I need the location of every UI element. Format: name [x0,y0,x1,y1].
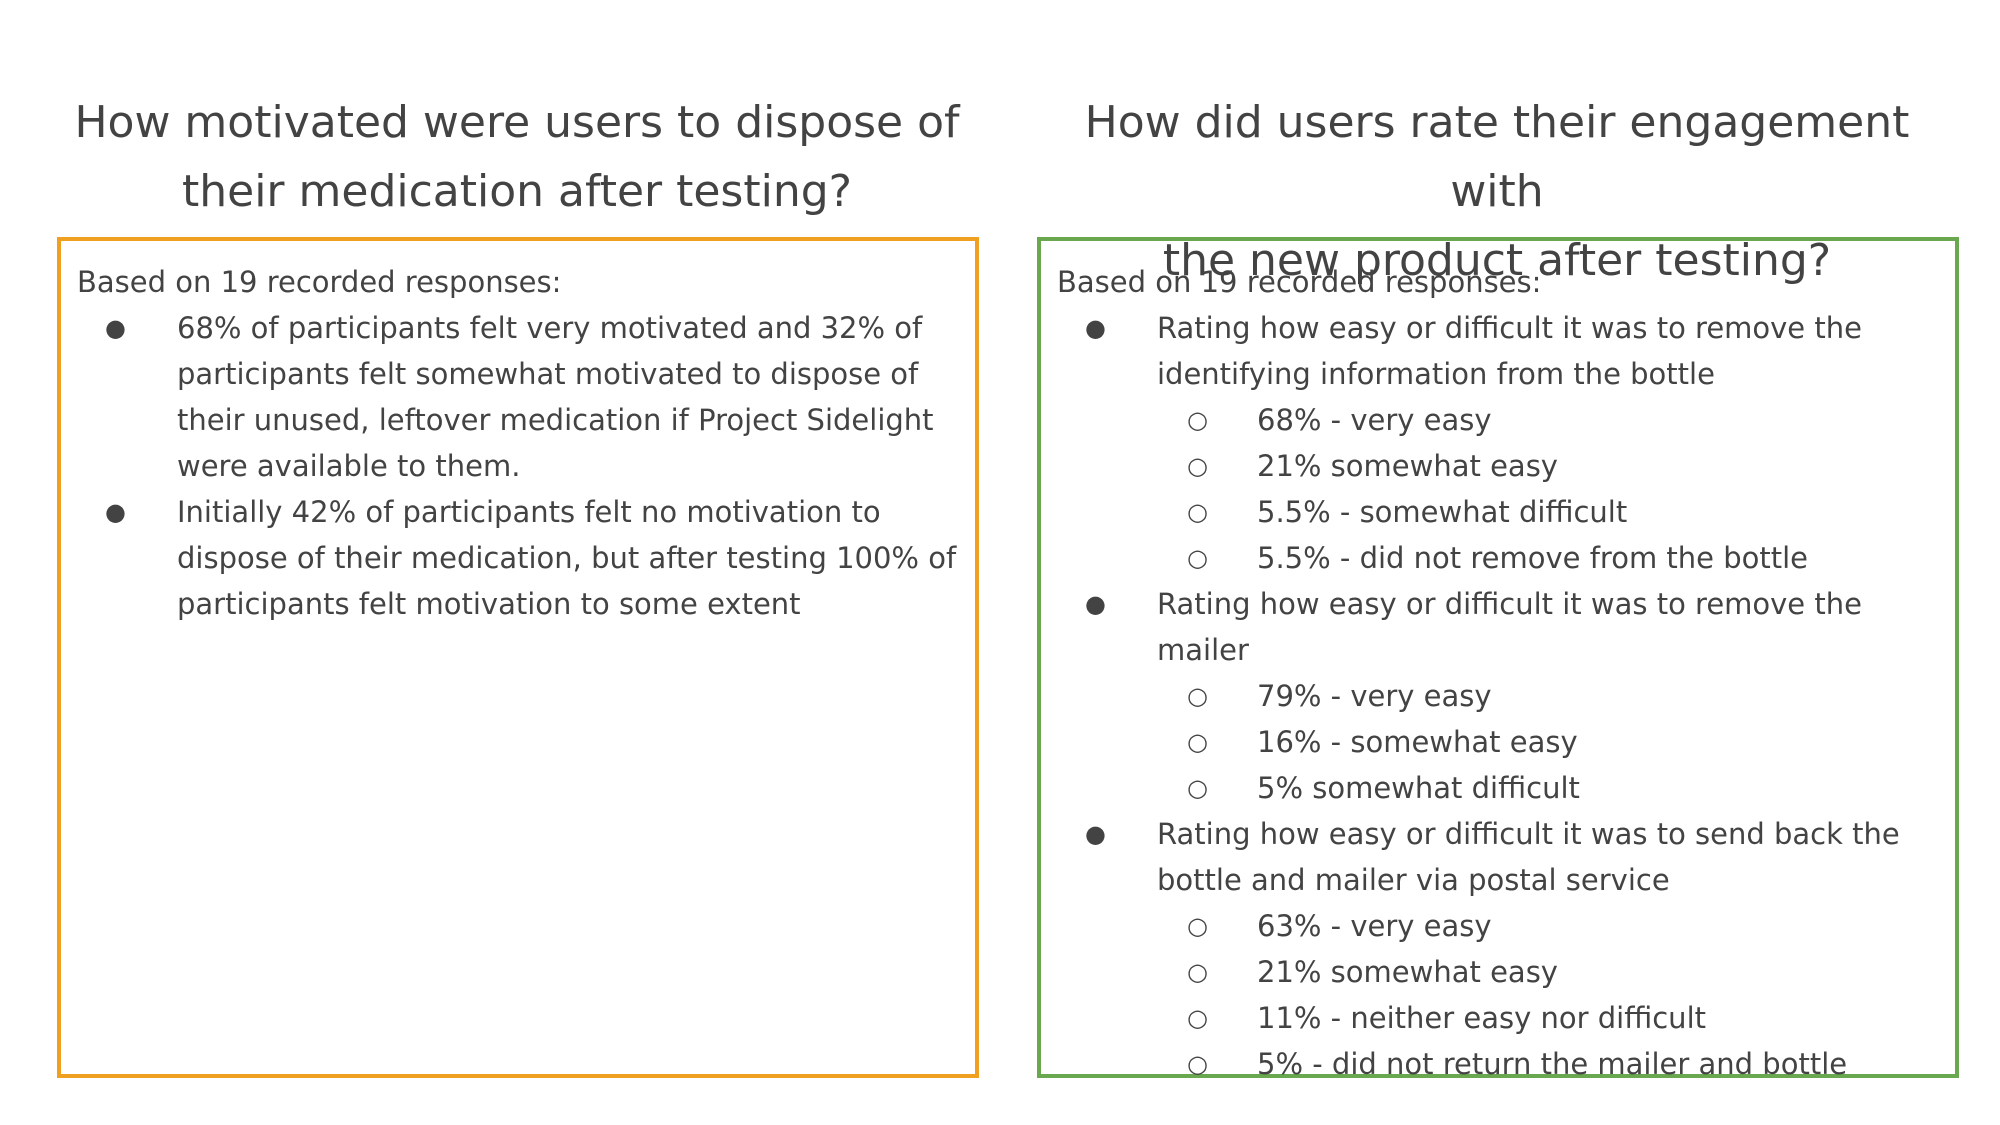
sub-list-item: ○ 21% somewhat easy [1157,949,1945,995]
right-bullet-list: ● Rating how easy or difficult it was to… [1057,305,1945,1087]
right-summary-box: Based on 19 recorded responses: ● Rating… [1037,237,1959,1081]
sub-list-item: ○ 5% - did not return the mailer and bott… [1157,1041,1945,1087]
circle-bullet-icon: ○ [1187,452,1208,480]
left-summary-content: Based on 19 recorded responses: ● 68% of… [77,259,965,627]
sub-list-item-text: 16% - somewhat easy [1257,725,1578,759]
sub-list-item-text: 5% somewhat difficult [1257,771,1580,805]
bullet-icon: ● [1085,820,1106,848]
sub-list-item-text: 5% - did not return the mailer and bottl… [1257,1047,1848,1081]
list-item: ● 68% of participants felt very motivate… [77,305,965,489]
circle-bullet-icon: ○ [1187,544,1208,572]
list-item-text: Initially 42% of participants felt no mo… [177,495,957,621]
circle-bullet-icon: ○ [1187,406,1208,434]
right-intro-text: Based on 19 recorded responses: [1057,265,1542,299]
sub-list-item-text: 11% - neither easy nor difficult [1257,1001,1706,1035]
sub-list-item-text: 5.5% - did not remove from the bottle [1257,541,1809,575]
sub-list-item: ○ 21% somewhat easy [1157,443,1945,489]
sub-list-item-text: 21% somewhat easy [1257,955,1558,989]
sub-list-item: ○ 63% - very easy [1157,903,1945,949]
list-item: ● Rating how easy or difficult it was to… [1057,581,1945,811]
sub-list: ○ 68% - very easy ○ 21% somewhat easy ○ 5.5… [1157,397,1945,581]
sub-list-item-text: 68% - very easy [1257,403,1492,437]
right-heading: How did users rate their engagement with… [1037,88,1957,295]
list-item: ● Rating how easy or difficult it was to… [1057,811,1945,1087]
bullet-icon: ● [1085,590,1106,618]
sub-list-item: ○ 5% somewhat difficult [1157,765,1945,811]
right-heading-line2: the new product after testing? [1162,235,1832,286]
circle-bullet-icon: ○ [1187,498,1208,526]
sub-list: ○ 63% - very easy ○ 21% somewhat easy ○ 11%… [1157,903,1945,1087]
left-intro-text: Based on 19 recorded responses: [77,265,562,299]
list-item-text: 68% of participants felt very motivated … [177,311,934,483]
left-heading-line1: How motivated were users to dispose of [74,97,960,148]
list-item-text: Rating how easy or difficult it was to s… [1157,817,1900,897]
left-heading-line2: their medication after testing? [182,166,852,217]
list-item-text: Rating how easy or difficult it was to r… [1157,587,1862,667]
sub-list: ○ 79% - very easy ○ 16% - somewhat easy ○ 5… [1157,673,1945,811]
bullet-icon: ● [105,498,126,526]
bullet-icon: ● [1085,314,1106,342]
circle-bullet-icon: ○ [1187,682,1208,710]
circle-bullet-icon: ○ [1187,1004,1208,1032]
sub-list-item-text: 79% - very easy [1257,679,1492,713]
sub-list-item-text: 5.5% - somewhat difficult [1257,495,1628,529]
left-bullet-list: ● 68% of participants felt very motivate… [77,305,965,627]
circle-bullet-icon: ○ [1187,774,1208,802]
list-item: ● Rating how easy or difficult it was to… [1057,305,1945,581]
sub-list-item: ○ 5.5% - did not remove from the bottle [1157,535,1945,581]
sub-list-item: ○ 16% - somewhat easy [1157,719,1945,765]
sub-list-item-text: 63% - very easy [1257,909,1492,943]
circle-bullet-icon: ○ [1187,912,1208,940]
sub-list-item: ○ 11% - neither easy nor difficult [1157,995,1945,1041]
right-summary-content: Based on 19 recorded responses: ● Rating… [1057,259,1945,1087]
left-heading: How motivated were users to dispose of t… [57,88,977,226]
sub-list-item: ○ 79% - very easy [1157,673,1945,719]
circle-bullet-icon: ○ [1187,958,1208,986]
circle-bullet-icon: ○ [1187,1050,1208,1078]
sub-list-item-text: 21% somewhat easy [1257,449,1558,483]
sub-list-item: ○ 5.5% - somewhat difficult [1157,489,1945,535]
list-item: ● Initially 42% of participants felt no … [77,489,965,627]
right-heading-line1: How did users rate their engagement with [1084,97,1910,217]
sub-list-item: ○ 68% - very easy [1157,397,1945,443]
left-summary-box: Based on 19 recorded responses: ● 68% of… [57,237,979,1078]
list-item-text: Rating how easy or difficult it was to r… [1157,311,1862,391]
circle-bullet-icon: ○ [1187,728,1208,756]
bullet-icon: ● [105,314,126,342]
